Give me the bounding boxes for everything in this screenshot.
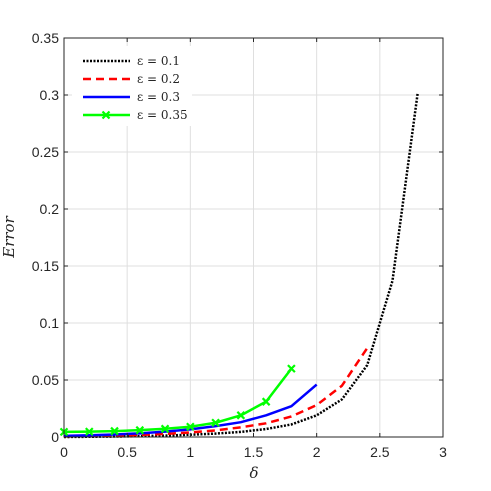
x-tick-label: 0	[60, 444, 68, 460]
x-tick-label: 2	[313, 444, 321, 460]
y-tick-label: 0.35	[32, 30, 59, 46]
series-4-point	[84, 427, 94, 436]
y-tick-label: 0.3	[40, 87, 60, 103]
x-tick-label: 0.5	[117, 444, 137, 460]
x-tick-label: 2.5	[370, 444, 390, 460]
x-tick-label: 1.5	[244, 444, 264, 460]
legend-label-3: ε = 0.3	[137, 90, 180, 104]
y-tick-label: 0.15	[32, 258, 59, 274]
series-4-point	[236, 411, 246, 420]
y-tick-label: 0.25	[32, 144, 59, 160]
series-4-point	[211, 418, 220, 428]
series-4-point	[135, 425, 145, 435]
x-tick-label: 3	[439, 444, 447, 460]
legend-marker-4	[101, 110, 111, 120]
series-4-point	[160, 424, 170, 434]
legend-label-4: ε = 0.35	[137, 108, 188, 122]
legend-box	[72, 46, 192, 126]
series-line-1	[63, 92, 419, 439]
series-line-4	[63, 367, 293, 434]
legend-label-1: ε = 0.1	[137, 54, 180, 68]
series-4-point	[261, 397, 271, 406]
axis-ticks: 0 0.5 1 1.5 2 2.5 3 0 0.05 0.1 0.15 0.2 0.25 0.3 0.35	[32, 30, 447, 460]
series-4-point	[110, 426, 119, 436]
data-series	[59, 92, 419, 439]
series-4-point	[186, 422, 195, 432]
y-tick-label: 0	[51, 429, 59, 445]
y-tick-label: 0.2	[40, 201, 60, 217]
series-line-3	[63, 383, 318, 438]
x-axis-label: δ	[249, 464, 258, 482]
y-axis-label: Error	[0, 215, 18, 258]
series-4-point	[287, 364, 296, 373]
legend-label-2: ε = 0.2	[137, 72, 180, 86]
x-tick-label: 1	[186, 444, 194, 460]
y-tick-label: 0.1	[40, 315, 60, 331]
legend: ε = 0.1 ε = 0.2 ε = 0.3 ε = 0.35	[72, 46, 192, 126]
y-tick-label: 0.05	[32, 372, 59, 388]
